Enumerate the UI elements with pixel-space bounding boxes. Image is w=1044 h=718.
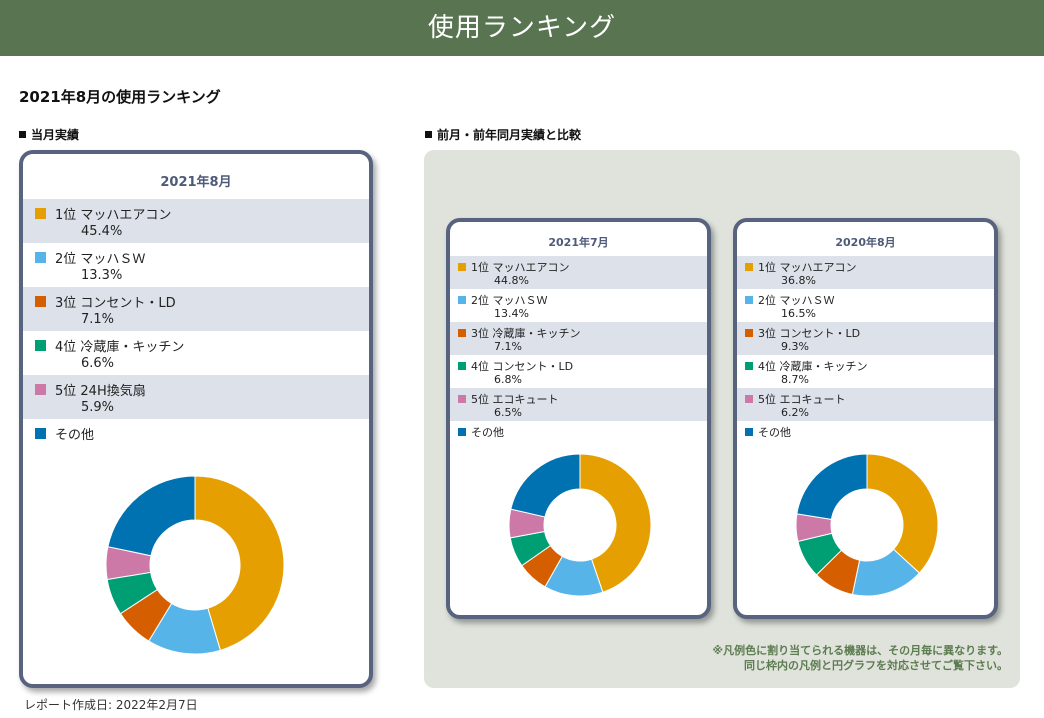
legend-label: 4位 冷蔵庫・キッチン — [758, 360, 868, 373]
legend-swatch — [745, 263, 753, 271]
legend-swatch — [35, 252, 46, 263]
legend-label: 5位 24H換気扇 — [55, 384, 146, 399]
legend-percent: 9.3% — [781, 340, 809, 353]
legend-percent: 36.8% — [781, 274, 816, 287]
donut-slice — [579, 453, 652, 593]
legend-item: 4位 冷蔵庫・キッチン 8.7% — [737, 355, 994, 388]
legend-swatch — [35, 340, 46, 351]
legend-percent: 6.5% — [494, 406, 522, 419]
donut-slice — [194, 475, 285, 651]
legend-swatch — [35, 208, 46, 219]
legend-item: 3位 コンセント・LD 9.3% — [737, 322, 994, 355]
legend-item: 3位 コンセント・LD 7.1% — [23, 287, 369, 331]
legend-percent: 7.1% — [494, 340, 522, 353]
page-title: 2021年8月の使用ランキング — [19, 88, 221, 106]
legend-item: 4位 冷蔵庫・キッチン 6.6% — [23, 331, 369, 375]
legend-percent: 44.8% — [494, 274, 529, 287]
card-title: 2021年8月 — [160, 175, 232, 190]
legend-item: 2位 マッハＳＷ 13.4% — [450, 289, 707, 322]
legend-swatch — [458, 329, 466, 337]
legend-item: 5位 エコキュート 6.5% — [450, 388, 707, 421]
legend-label: 2位 マッハＳＷ — [471, 294, 548, 307]
legend-label: 2位 マッハＳＷ — [758, 294, 835, 307]
legend-label: その他 — [471, 426, 504, 439]
legend-percent: 45.4% — [81, 224, 123, 239]
square-bullet-icon — [425, 131, 432, 138]
legend-swatch — [745, 329, 753, 337]
legend-item: 3位 冷蔵庫・キッチン 7.1% — [450, 322, 707, 355]
legend-label: 5位 エコキュート — [758, 393, 846, 406]
legend-item: 4位 コンセント・LD 6.8% — [450, 355, 707, 388]
legend-swatch — [458, 395, 466, 403]
legend-label: 1位 マッハエアコン — [758, 261, 857, 274]
legend-percent: 7.1% — [81, 312, 115, 327]
legend-percent: 6.8% — [494, 373, 522, 386]
legend-label: 2位 マッハＳＷ — [55, 252, 146, 267]
legend-item: 2位 マッハＳＷ 13.3% — [23, 243, 369, 287]
last-year-card: 2020年8月 1位 マッハエアコン 36.8% 2位 マッハＳＷ 16.5% … — [733, 218, 998, 619]
donut-slice — [107, 475, 196, 557]
legend-item: 1位 マッハエアコン 36.8% — [737, 256, 994, 289]
legend-swatch — [458, 362, 466, 370]
legend-percent: 6.6% — [81, 356, 115, 371]
donut-chart — [508, 453, 652, 597]
legend-item: その他 — [737, 421, 994, 454]
note-line: 同じ枠内の凡例と円グラフを対応させてご覧下さい。 — [744, 659, 1008, 672]
legend-item: 1位 マッハエアコン 45.4% — [23, 199, 369, 243]
legend-item: 5位 24H換気扇 5.9% — [23, 375, 369, 419]
legend-label: 3位 冷蔵庫・キッチン — [471, 327, 581, 340]
legend-percent: 13.3% — [81, 268, 123, 283]
section-label-current: 当月実績 — [19, 126, 79, 143]
card-title: 2020年8月 — [835, 236, 896, 249]
legend-swatch — [458, 263, 466, 271]
legend-item: その他 — [23, 419, 369, 463]
legend-percent: 13.4% — [494, 307, 529, 320]
legend-label: 1位 マッハエアコン — [55, 208, 172, 223]
page-header: 使用ランキング — [0, 0, 1044, 56]
legend-label: 3位 コンセント・LD — [758, 327, 861, 340]
donut-slice — [866, 453, 939, 574]
note-line: ※凡例色に割り当てられる機器は、その月毎に異なります。 — [712, 644, 1008, 657]
report-date: レポート作成日: 2022年2月7日 — [24, 698, 198, 712]
legend-percent: 8.7% — [781, 373, 809, 386]
section-label-compare: 前月・前年同月実績と比較 — [425, 126, 581, 143]
legend-label: 3位 コンセント・LD — [55, 296, 176, 311]
legend-swatch — [35, 428, 46, 439]
legend-swatch — [745, 395, 753, 403]
legend-label: その他 — [55, 428, 95, 443]
legend-item: 1位 マッハエアコン 44.8% — [450, 256, 707, 289]
legend-label: 1位 マッハエアコン — [471, 261, 570, 274]
donut-chart — [105, 475, 285, 655]
donut-chart — [795, 453, 939, 597]
legend-item: 2位 マッハＳＷ 16.5% — [737, 289, 994, 322]
legend-label: 5位 エコキュート — [471, 393, 559, 406]
header-title: 使用ランキング — [427, 13, 617, 43]
current-month-card: 2021年8月 1位 マッハエアコン 45.4% 2位 マッハＳＷ 13.3% … — [19, 150, 373, 688]
legend-percent: 6.2% — [781, 406, 809, 419]
previous-month-card: 2021年7月 1位 マッハエアコン 44.8% 2位 マッハＳＷ 13.4% … — [446, 218, 711, 619]
legend-swatch — [458, 428, 466, 436]
legend-swatch — [745, 296, 753, 304]
donut-slice — [796, 453, 868, 520]
legend-swatch — [745, 362, 753, 370]
legend-swatch — [745, 428, 753, 436]
legend-percent: 16.5% — [781, 307, 816, 320]
legend-note: ※凡例色に割り当てられる機器は、その月毎に異なります。 同じ枠内の凡例と円グラフ… — [712, 643, 1008, 673]
legend-label: 4位 冷蔵庫・キッチン — [55, 340, 185, 355]
legend-label: その他 — [758, 426, 791, 439]
donut-slice — [510, 453, 581, 518]
card-title: 2021年7月 — [548, 236, 609, 249]
legend-swatch — [35, 384, 46, 395]
legend-item: 5位 エコキュート 6.2% — [737, 388, 994, 421]
legend-item: その他 — [450, 421, 707, 454]
square-bullet-icon — [19, 131, 26, 138]
legend-percent: 5.9% — [81, 400, 115, 415]
legend-swatch — [458, 296, 466, 304]
legend-label: 4位 コンセント・LD — [471, 360, 574, 373]
legend-swatch — [35, 296, 46, 307]
